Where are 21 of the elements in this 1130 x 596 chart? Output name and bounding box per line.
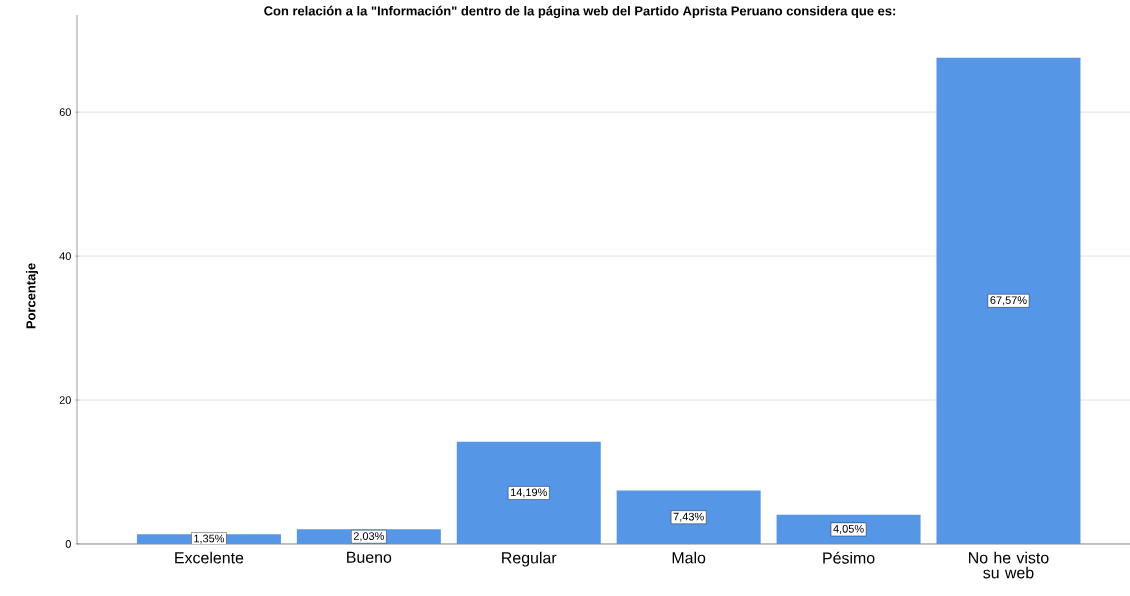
chart-title: Con relación a la "Información" dentro de la página web del Partido Aprista Peruano considera que es:: [264, 5, 896, 19]
x-tick-label: Regular: [502, 551, 557, 567]
y-tick-label: 20: [59, 396, 71, 404]
x-tick-label: Excelente: [175, 551, 244, 564]
data-label: 67,57%: [990, 296, 1027, 306]
data-label: 2,03%: [353, 532, 384, 542]
data-label: 4,05%: [833, 524, 864, 534]
y-tick-label: 40: [59, 252, 71, 260]
y-axis-title: Porcentaje: [25, 263, 39, 329]
x-tick-label: Pésimo: [823, 551, 875, 564]
y-tick-label: 60: [59, 108, 71, 117]
data-label: 14,19%: [510, 488, 547, 498]
bar: [936, 57, 1081, 544]
bar: [456, 441, 601, 544]
data-label: 1,35%: [194, 534, 225, 544]
y-tick-label: 0: [65, 540, 71, 548]
data-label: 7,43%: [673, 512, 704, 522]
x-tick-label: Malo: [672, 551, 706, 564]
bar: [616, 490, 761, 544]
x-tick-label: Bueno: [347, 551, 392, 563]
x-tick-label: No he visto su web: [969, 551, 1049, 579]
